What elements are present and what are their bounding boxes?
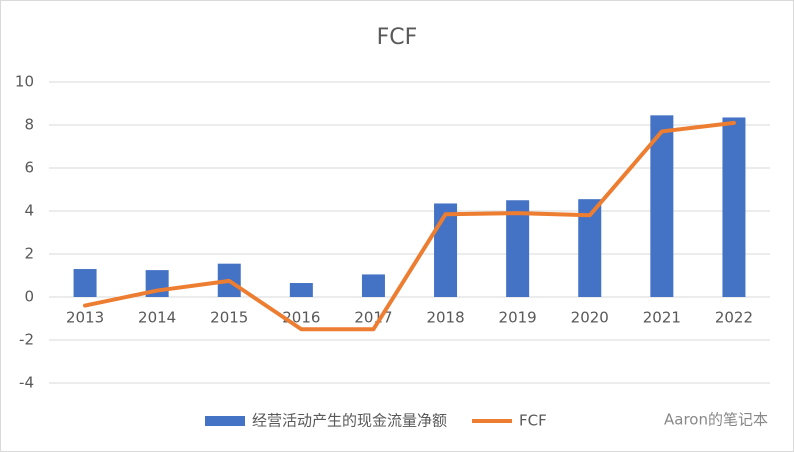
bar [722,117,746,297]
bar [650,115,674,297]
legend-swatch [205,416,245,426]
x-tick-label: 2013 [66,309,104,327]
y-tick-label: 6 [24,159,34,177]
bar [289,283,313,297]
legend-label: FCF [519,412,547,430]
x-tick-label: 2022 [715,309,753,327]
bar [361,274,385,297]
legend-label: 经营活动产生的现金流量净额 [252,412,447,430]
x-tick-label: 2014 [138,309,176,327]
y-tick-label: -4 [19,374,34,392]
y-tick-label: 0 [24,288,34,306]
x-tick-label: 2016 [282,309,320,327]
y-tick-label: 4 [24,202,34,220]
x-tick-label: 2015 [210,309,248,327]
y-tick-label: 2 [24,245,34,263]
x-tick-label: 2020 [571,309,609,327]
y-tick-label: -2 [19,331,34,349]
line [83,120,736,332]
watermark: Aaron的笔记本 [664,411,768,429]
bar [73,269,97,297]
y-tick-label: 8 [24,116,34,134]
x-tick-label: 2018 [426,309,464,327]
chart-title: FCF [377,25,418,50]
y-tick-label: 10 [15,73,34,91]
bar [578,199,602,297]
x-tick-label: 2019 [499,309,537,327]
x-tick-label: 2021 [643,309,681,327]
bar [506,200,530,297]
